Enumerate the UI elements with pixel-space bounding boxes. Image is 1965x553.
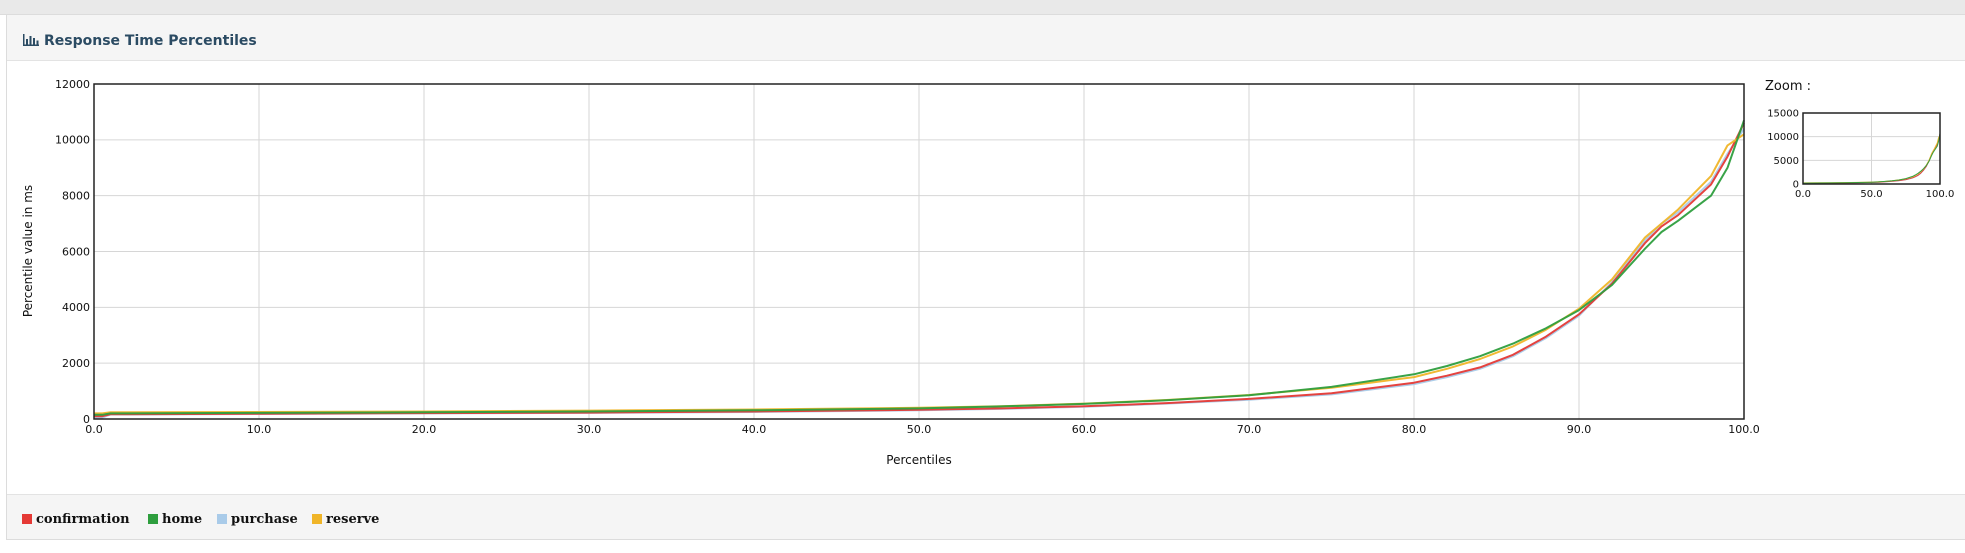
y-tick-label: 6000 xyxy=(62,245,90,258)
y-axis-ticks: 0 2000 4000 6000 8000 10000 12000 xyxy=(55,78,90,426)
x-tick-label: 80.0 xyxy=(1402,423,1427,436)
legend-swatch-reserve xyxy=(312,514,322,524)
legend-label-home: home xyxy=(162,512,203,527)
zoom-series-line-home xyxy=(1803,133,1941,184)
y-tick-label: 0 xyxy=(83,413,90,426)
zoom-overview-chart[interactable]: Zoom : 0 5000 10000 15000 0.0 50.0 100.0 xyxy=(1760,70,1965,210)
zoom-x-ticks: 0.0 50.0 100.0 xyxy=(1795,189,1954,200)
zoom-y-ticks: 0 5000 10000 15000 xyxy=(1767,109,1799,191)
response-time-percentiles-panel: Response Time Percentiles confirmation h… xyxy=(6,14,1965,540)
zoom-x-tick-label: 0.0 xyxy=(1795,189,1811,200)
zoom-y-tick-label: 15000 xyxy=(1767,109,1799,120)
y-tick-label: 10000 xyxy=(55,134,90,147)
x-tick-label: 40.0 xyxy=(742,423,767,436)
x-axis-label: Percentiles xyxy=(886,453,951,467)
x-tick-label: 30.0 xyxy=(577,423,602,436)
legend-label-reserve: reserve xyxy=(326,512,380,527)
zoom-y-tick-label: 5000 xyxy=(1774,156,1799,167)
legend-item-confirmation[interactable]: confirmation xyxy=(22,512,130,527)
panel-title-text: Response Time Percentiles xyxy=(44,33,257,49)
chart-series xyxy=(94,119,1745,419)
legend-label-confirmation: confirmation xyxy=(36,512,130,527)
zoom-y-tick-label: 10000 xyxy=(1767,132,1799,143)
y-tick-label: 2000 xyxy=(62,357,90,370)
zoom-label: Zoom : xyxy=(1765,79,1811,94)
zoom-series xyxy=(1803,133,1941,185)
zoom-x-tick-label: 50.0 xyxy=(1860,189,1882,200)
panel-heading: Response Time Percentiles xyxy=(7,15,1965,61)
legend: confirmation home purchase reserve xyxy=(7,494,1965,539)
x-tick-label: 50.0 xyxy=(907,423,932,436)
y-tick-label: 12000 xyxy=(55,78,90,91)
legend-swatch-purchase xyxy=(217,514,227,524)
legend-label-purchase: purchase xyxy=(231,512,298,527)
x-tick-label: 70.0 xyxy=(1237,423,1262,436)
legend-swatch-confirmation xyxy=(22,514,32,524)
y-axis-label: Percentile value in ms xyxy=(21,185,35,317)
legend-item-purchase[interactable]: purchase xyxy=(217,512,298,527)
x-tick-label: 90.0 xyxy=(1567,423,1592,436)
panel-title: Response Time Percentiles xyxy=(23,33,257,49)
y-tick-label: 8000 xyxy=(62,190,90,203)
x-tick-label: 10.0 xyxy=(247,423,272,436)
x-tick-label: 20.0 xyxy=(412,423,437,436)
percentiles-chart[interactable]: 0 2000 4000 6000 8000 10000 12000 0.0 10.0 20.0 3… xyxy=(0,0,1765,480)
bar-chart-icon xyxy=(23,34,39,46)
y-tick-label: 4000 xyxy=(62,301,90,314)
x-tick-label: 0.0 xyxy=(85,423,103,436)
zoom-frame[interactable] xyxy=(1802,112,1941,185)
legend-item-home[interactable]: home xyxy=(148,512,202,527)
legend-item-reserve[interactable]: reserve xyxy=(312,512,379,527)
legend-swatch-home xyxy=(148,514,158,524)
chart-grid xyxy=(93,83,1745,420)
plot-frame xyxy=(93,83,1745,420)
zoom-x-tick-label: 100.0 xyxy=(1926,189,1955,200)
series-line-home xyxy=(94,119,1745,416)
x-tick-label: 100.0 xyxy=(1728,423,1760,436)
x-tick-label: 60.0 xyxy=(1072,423,1097,436)
zoom-y-tick-label: 0 xyxy=(1793,180,1799,191)
x-axis-ticks: 0.0 10.0 20.0 30.0 40.0 50.0 60.0 70.0 80.0 90.0 1… xyxy=(85,423,1760,436)
